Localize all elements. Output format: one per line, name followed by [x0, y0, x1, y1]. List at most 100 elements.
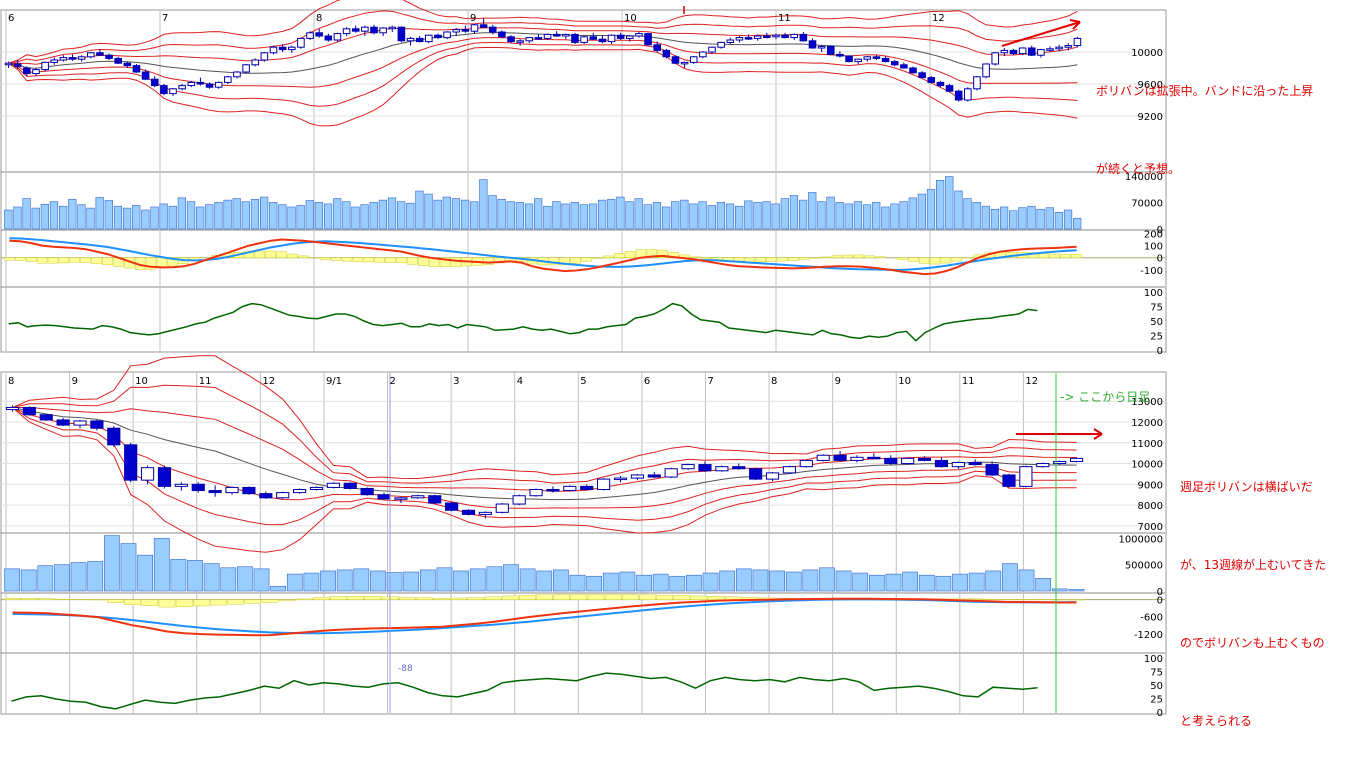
daily-candle-body	[616, 34, 625, 39]
weekly-volume-bar	[985, 570, 1002, 592]
marks-layer	[4, 0, 1103, 713]
daily-candle-body	[680, 61, 689, 65]
daily-candle-body	[233, 71, 241, 78]
weekly-volume-bar	[303, 572, 320, 592]
daily-x-tick-label: 6	[8, 13, 14, 24]
daily-volume-bar	[780, 198, 789, 230]
weekly-candle-body	[850, 456, 864, 461]
daily-volume-bar	[150, 206, 159, 230]
weekly-macd-histogram-bar	[124, 599, 142, 606]
daily-candle-body	[973, 76, 981, 90]
daily-volume-bar	[835, 202, 844, 230]
weekly-macd-histogram-bar	[398, 597, 416, 600]
weekly-volume-bar	[918, 574, 935, 592]
daily-candle-body	[735, 37, 744, 41]
daily-x-tick-label: 9	[470, 13, 476, 24]
daily-band-middle	[8, 32, 1078, 74]
daily-volume-bar	[22, 198, 31, 230]
weekly-volume-bar	[336, 569, 353, 592]
daily-volume-bar	[561, 203, 570, 230]
weekly-price-tick-label: 13000	[1131, 397, 1163, 408]
daily-macd-histogram-bar	[918, 257, 930, 264]
weekly-volume-bar	[586, 575, 603, 592]
daily-volume-bar	[333, 198, 342, 230]
weekly-volume-bar	[453, 570, 469, 592]
daily-macd-histogram-bar	[744, 257, 756, 263]
daily-volume-bar	[278, 204, 287, 230]
daily-macd-histogram-bar	[614, 253, 625, 258]
daily-volume-bar	[1045, 207, 1054, 230]
weekly-band-lower-2	[12, 407, 1077, 526]
daily-macd-histogram-bar	[254, 250, 266, 258]
weekly-macd-histogram-bar	[965, 598, 982, 600]
daily-candle-body	[86, 52, 95, 58]
daily-candle-body	[260, 52, 269, 61]
daily-volume-bar	[214, 202, 223, 230]
daily-band-lower-1	[8, 37, 1078, 88]
daily-volume-bar	[86, 207, 95, 230]
daily-candle-body	[397, 26, 406, 42]
daily-candle-body	[59, 57, 68, 61]
daily-candle-body	[333, 33, 342, 41]
weekly-candle-body	[681, 464, 695, 470]
daily-volume-bar	[1027, 205, 1036, 230]
daily-candle-body	[708, 46, 716, 53]
daily-volume-bar	[378, 199, 387, 230]
weekly-volume-bar	[486, 566, 503, 592]
daily-volume-bar	[652, 202, 662, 230]
weekly-candle-body	[715, 466, 729, 472]
weekly-volume-bar	[519, 568, 536, 592]
daily-volume-bar	[49, 201, 59, 230]
daily-candle-body	[150, 78, 159, 87]
daily-volume-bar	[296, 205, 305, 230]
daily-macd-histogram-bar	[831, 255, 843, 258]
daily-candle-body	[461, 29, 470, 32]
weekly-candle-body	[613, 477, 628, 481]
weekly-macd-histogram-bar	[570, 594, 588, 600]
daily-annotation-line-2: が続くと予想。	[1096, 162, 1181, 176]
daily-volume-bar	[287, 206, 296, 230]
daily-frame	[0, 9, 1167, 353]
daily-volume-bar	[972, 202, 981, 230]
daily-candle-body	[105, 54, 113, 59]
daily-annotation: ボリバンは拡張中。バンドに沿った上昇 が続くと予想。	[1096, 26, 1313, 208]
daily-volume-bar	[1009, 210, 1018, 230]
weekly-price-tick-label: 11000	[1131, 439, 1163, 450]
daily-price-tick-label: 10000	[1131, 48, 1163, 59]
weekly-rsi-tick-label: 100	[1144, 654, 1163, 665]
daily-candle-body	[644, 33, 652, 46]
daily-volume-bar	[479, 179, 488, 230]
weekly-volume-bar	[819, 567, 835, 592]
daily-candle-body	[1046, 48, 1054, 51]
daily-candle-body	[324, 35, 333, 41]
weekly-volume-bar	[419, 569, 436, 592]
weekly-candle-body	[816, 454, 830, 461]
weekly-candle-body	[293, 489, 307, 494]
weekly-volume-bar	[220, 567, 237, 592]
weekly-candle-body	[934, 459, 949, 468]
daily-macd-histogram-bar	[330, 257, 342, 261]
daily-candle-body	[178, 85, 186, 90]
daily-volume-bar	[424, 193, 433, 230]
daily-candle-body	[141, 71, 150, 80]
weekly-candle-body	[394, 497, 408, 500]
daily-macd-histogram-bar	[755, 257, 766, 263]
weekly-volume-bar	[902, 571, 918, 592]
weekly-volume-bar	[386, 572, 403, 592]
daily-candle-body	[964, 88, 972, 101]
daily-macd-histogram-bar	[26, 257, 37, 262]
daily-macd-histogram-bar	[80, 257, 91, 263]
weekly-annotation-line-2: が、13週線が上むいてきた	[1180, 558, 1327, 572]
weekly-band-upper-3	[12, 355, 1077, 480]
weekly-candle-body	[1019, 466, 1033, 487]
daily-candle-body	[470, 24, 479, 32]
weekly-x-tick-label: 3	[453, 376, 459, 387]
weekly-candle-body	[124, 444, 138, 481]
weekly-volume-bar	[436, 567, 453, 592]
daily-candle-body	[68, 57, 77, 60]
weekly-volume-bar	[669, 575, 686, 592]
weekly-x-tick-label: 4	[517, 376, 523, 387]
daily-x-tick-label: 10	[624, 13, 637, 24]
daily-macd-histogram-bar	[91, 257, 102, 265]
daily-volume-bar	[616, 196, 625, 230]
